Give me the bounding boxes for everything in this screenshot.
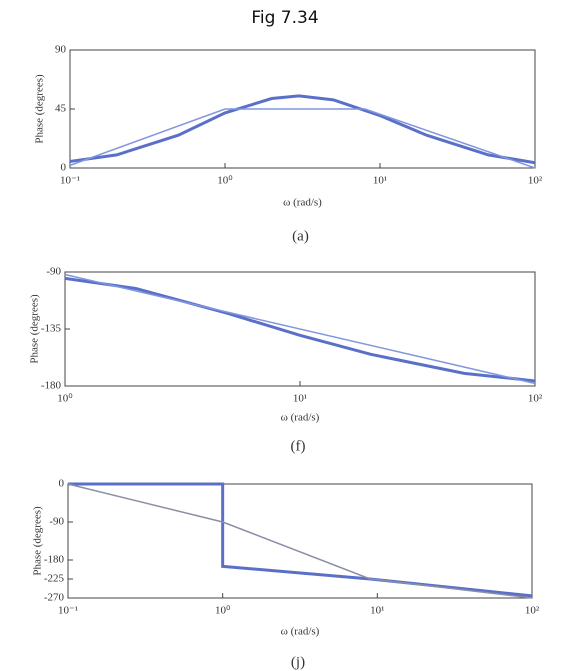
y-tick-label: -90 xyxy=(49,516,64,528)
y-tick-label: 0 xyxy=(61,162,67,174)
x-tick-label: 10¹ xyxy=(370,605,384,617)
caption: (f) xyxy=(291,438,306,454)
y-tick-label: -180 xyxy=(41,380,62,392)
plot-frame xyxy=(67,483,533,599)
y-axis-label: Phase (degrees) xyxy=(34,74,46,144)
x-tick-label: 10⁰ xyxy=(57,393,73,405)
x-tick-label: 10⁰ xyxy=(217,175,233,187)
y-axis-label: Phase (degrees) xyxy=(29,294,41,364)
x-tick-label: 10² xyxy=(528,175,543,187)
x-tick-label: 10¹ xyxy=(293,393,307,405)
x-tick-label: 10¹ xyxy=(373,175,387,187)
y-tick-label: 0 xyxy=(59,478,65,490)
x-axis-label: ω (rad/s) xyxy=(281,412,320,424)
x-tick-label: 10⁻¹ xyxy=(58,605,78,617)
y-axis-label: Phase (degrees) xyxy=(32,506,44,576)
y-tick-label: -90 xyxy=(46,266,61,278)
caption: (j) xyxy=(291,654,305,670)
phase-line xyxy=(64,273,536,385)
x-tick-label: 10² xyxy=(525,605,540,617)
figure-title: Fig 7.34 xyxy=(251,8,318,28)
phase-line xyxy=(69,94,536,165)
x-tick-label: 10⁰ xyxy=(215,605,231,617)
x-tick-label: 10² xyxy=(528,393,543,405)
y-tick-label: -135 xyxy=(41,323,62,335)
y-tick-label: 45 xyxy=(55,103,67,115)
x-axis-label: ω (rad/s) xyxy=(283,197,322,209)
y-tick-label: 90 xyxy=(55,44,67,56)
y-tick-label: -270 xyxy=(44,592,65,604)
y-tick-label: -180 xyxy=(44,554,65,566)
phase-line xyxy=(67,483,533,599)
x-axis-label: ω (rad/s) xyxy=(281,626,320,638)
phase-line xyxy=(64,276,536,383)
y-tick-label: -225 xyxy=(44,573,65,585)
caption: (a) xyxy=(292,228,309,244)
phase-line xyxy=(69,108,536,169)
x-tick-label: 10⁻¹ xyxy=(60,175,80,187)
